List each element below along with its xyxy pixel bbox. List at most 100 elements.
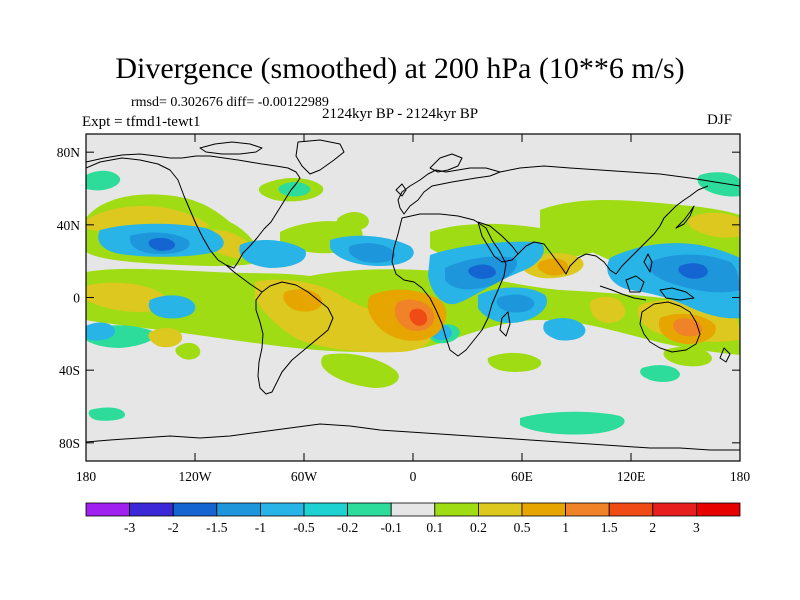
lon-tick-label: 120E xyxy=(617,469,646,484)
stats-text: rmsd= 0.302676 diff= -0.00122989 xyxy=(131,95,329,110)
field-patch xyxy=(640,365,680,382)
field-patch xyxy=(590,296,625,323)
coastline-africa xyxy=(391,213,507,357)
field-patch xyxy=(687,212,740,238)
lon-tick-label: 60E xyxy=(511,469,533,484)
coastline-new-guinea xyxy=(659,287,695,301)
coastline-indonesia xyxy=(599,285,647,301)
coastline-borneo xyxy=(625,275,645,293)
colorbar-label: -3 xyxy=(124,520,135,535)
colorbar-label: -2 xyxy=(168,520,179,535)
coastline-japan xyxy=(675,205,695,229)
lon-tick-label: 180 xyxy=(76,469,97,484)
colorbar-label: 1 xyxy=(562,520,569,535)
coastline-antarctica xyxy=(86,423,740,451)
coastline-australia xyxy=(639,301,701,353)
field-patch xyxy=(321,353,399,388)
colorbar-swatch xyxy=(696,502,741,517)
latitude-axis: 80N 40N 0 40S 80S xyxy=(57,145,740,451)
colorbar-label: -1.5 xyxy=(206,520,228,535)
field-patch xyxy=(86,282,166,312)
field-patch xyxy=(86,170,121,191)
coastline-south-america xyxy=(255,281,334,395)
colorbar-swatch xyxy=(303,502,348,517)
coastline-madagascar xyxy=(499,311,511,337)
colorbar-label: 2 xyxy=(649,520,656,535)
lat-tick-label: 40S xyxy=(59,363,80,378)
colorbar-label: 1.5 xyxy=(601,520,618,535)
experiment-label: Expt = tfmd1-tewt1 xyxy=(82,114,201,130)
colorbar-swatch xyxy=(652,502,697,517)
lon-tick-label: 60W xyxy=(291,469,318,484)
coastline-north-america xyxy=(86,153,301,269)
plot-title: Divergence (smoothed) at 200 hPa (10**6 … xyxy=(115,52,685,85)
field-patch xyxy=(348,243,396,263)
coastline-scandinavia xyxy=(429,153,463,173)
field-patch xyxy=(487,352,542,372)
field-patch xyxy=(88,407,125,421)
colorbar-label: 0.1 xyxy=(426,520,443,535)
lat-tick-label: 80S xyxy=(59,436,80,451)
coastline-arabia xyxy=(477,221,519,263)
field-patch xyxy=(86,322,116,341)
lat-tick-label: 0 xyxy=(73,291,80,306)
field-patch xyxy=(468,264,496,279)
season-label: DJF xyxy=(707,112,733,128)
coastline-central-america xyxy=(225,264,263,293)
coastlines xyxy=(86,139,740,451)
colorbar-swatch xyxy=(390,502,436,517)
colorbar-swatch xyxy=(85,502,130,517)
lat-tick-label: 80N xyxy=(57,145,81,160)
colorbar-label: -1 xyxy=(255,520,266,535)
coastline-greenland xyxy=(295,139,345,175)
coastline-new-zealand xyxy=(719,347,731,363)
colorbar-label: -0.2 xyxy=(337,520,358,535)
field-patch xyxy=(175,342,201,360)
field-patch xyxy=(543,318,586,341)
colorbar-swatch xyxy=(259,502,305,517)
colorbar-swatch xyxy=(129,502,174,517)
field-patch xyxy=(697,172,740,197)
field-tier-strong xyxy=(129,232,740,345)
field-patch xyxy=(283,289,323,312)
field-patch xyxy=(678,263,708,279)
field-patch xyxy=(673,318,703,337)
coastline-asia-south xyxy=(517,185,709,275)
lon-tick-label: 180 xyxy=(730,469,751,484)
colorbar-label: -0.1 xyxy=(381,520,402,535)
field-patch xyxy=(148,237,176,251)
field-patch xyxy=(496,294,535,313)
lon-tick-label: 120W xyxy=(179,469,212,484)
colorbar: -3 -2 -1.5 -1 -0.5 -0.2 -0.1 0.1 0.2 0.5 1 1.5 2 3 xyxy=(85,502,741,535)
divergence-field xyxy=(86,139,740,451)
lon-tick-label: 0 xyxy=(410,469,417,484)
field-patch xyxy=(148,328,183,348)
field-patch xyxy=(537,258,569,276)
colorbar-swatch xyxy=(565,502,610,517)
colorbar-label: -0.5 xyxy=(293,520,315,535)
plot-subtitle: 2124kyr BP - 2124kyr BP xyxy=(322,106,479,122)
colorbar-swatch xyxy=(434,502,479,517)
coastline-philippines xyxy=(643,253,653,273)
colorbar-swatch xyxy=(347,502,392,517)
map-panel: 80N 40N 0 40S 80S 180 120W 60W 0 60E 120E 180 xyxy=(57,133,751,484)
colorbar-label: 3 xyxy=(693,520,700,535)
field-patch xyxy=(520,411,625,435)
colorbar-label: 0.2 xyxy=(470,520,487,535)
longitude-axis: 180 120W 60W 0 60E 120E 180 xyxy=(76,134,751,484)
colorbar-swatch xyxy=(521,502,566,517)
field-patch xyxy=(278,182,311,197)
field-patch xyxy=(336,212,369,231)
coastline-asia xyxy=(499,165,740,187)
coastline-british-isles xyxy=(395,183,407,197)
colorbar-label: 0.5 xyxy=(514,520,531,535)
field-patch xyxy=(239,239,306,268)
colorbar-swatch xyxy=(172,502,218,517)
coastline-europe xyxy=(397,167,501,215)
lat-tick-label: 40N xyxy=(57,218,81,233)
field-patch xyxy=(409,308,428,326)
colorbar-swatch xyxy=(608,502,654,517)
coastline-arctic-islands xyxy=(199,141,263,155)
field-patch xyxy=(148,295,196,319)
